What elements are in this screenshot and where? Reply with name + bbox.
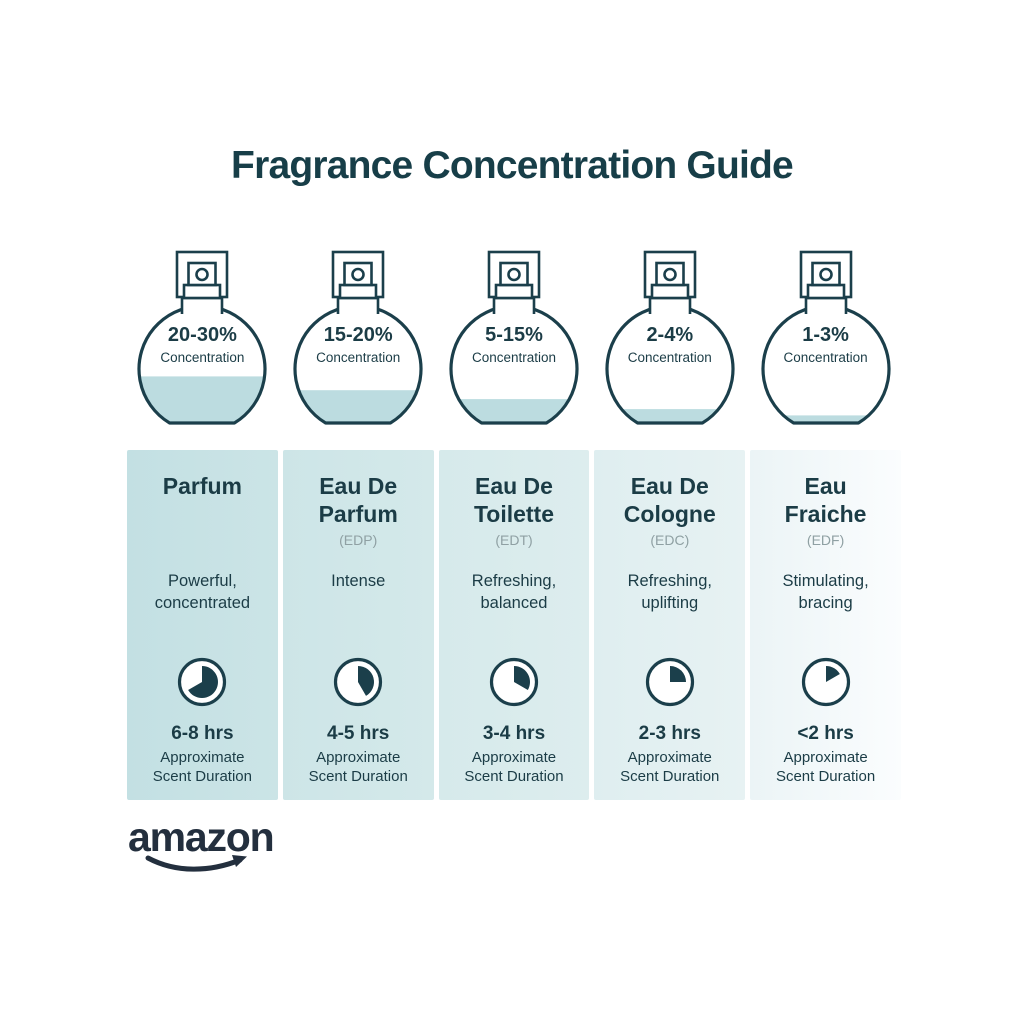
- bottle-group: 1-3% Concentration: [750, 250, 901, 435]
- fragrance-description: Stimulating, bracing: [782, 572, 869, 612]
- bottle-fill: [450, 399, 577, 424]
- fragrance-column-eau-de-cologne: Eau De Cologne (EDC) Refreshing, uplifti…: [594, 450, 746, 800]
- concentration-range: 20-30%: [167, 324, 237, 346]
- bottle-fill: [139, 376, 266, 424]
- bottle-group: 15-20% Concentration: [283, 250, 434, 435]
- perfume-bottle-icon: [293, 250, 423, 425]
- duration-value: 3-4 hrs: [482, 723, 546, 744]
- clock-wedge: [669, 666, 686, 682]
- amazon-logo: amazon: [128, 816, 288, 878]
- clock-wedge: [513, 666, 530, 690]
- fragrance-name: Eau De Parfum: [318, 473, 398, 527]
- perfume-bottle-icon: [449, 250, 579, 425]
- duration-value: 2-3 hrs: [638, 723, 701, 744]
- clock-wedge: [825, 666, 840, 682]
- amazon-smile-icon: [145, 855, 247, 872]
- bottle-group: 5-15% Concentration: [439, 250, 590, 435]
- fragrance-name: Eau De Toilette: [473, 473, 555, 527]
- concentration-range: 15-20%: [323, 324, 393, 346]
- duration-sublabel: Approximate Scent Duration: [620, 749, 720, 785]
- bottles-row: 20-30% Concentration 15-20% Concentratio…: [127, 250, 901, 435]
- perfume-bottle-icon: [137, 250, 267, 425]
- bottle-fill: [606, 409, 733, 424]
- fragrance-description: Intense: [331, 572, 386, 590]
- concentration-label: Concentration: [471, 350, 557, 365]
- fragrance-name: Eau Fraiche: [784, 473, 867, 527]
- page-title: Fragrance Concentration Guide: [231, 144, 794, 187]
- duration-sublabel: Approximate Scent Duration: [308, 749, 408, 785]
- fragrance-column-eau-de-parfum: Eau De Parfum (EDP) Intense 4-5 hrs Appr…: [282, 450, 434, 800]
- duration-value: 6-8 hrs: [171, 723, 234, 744]
- fragrance-description: Refreshing, uplifting: [627, 572, 712, 612]
- concentration-range: 1-3%: [802, 324, 849, 346]
- fragrance-column-parfum: Parfum Powerful, concentrated 6-8 hrs Ap…: [127, 450, 278, 800]
- perfume-bottle-icon: [760, 250, 891, 425]
- clock-wedge: [188, 666, 219, 698]
- amazon-logo-text: amazon: [128, 814, 275, 860]
- duration-value: 4-5 hrs: [327, 723, 390, 744]
- bottle-group: 2-4% Concentration: [594, 250, 745, 435]
- concentration-label: Concentration: [627, 350, 712, 365]
- clock-icon: [334, 657, 383, 707]
- fragrance-abbr: (EDP): [339, 532, 378, 548]
- duration-sublabel: Approximate Scent Duration: [152, 749, 252, 785]
- fragrance-description: Powerful, concentrated: [154, 572, 251, 612]
- concentration-label: Concentration: [783, 350, 868, 365]
- clock-icon: [801, 657, 850, 707]
- fragrance-name: Eau De Cologne: [623, 473, 716, 527]
- clock-icon: [489, 657, 539, 707]
- bottle-fill: [295, 390, 422, 424]
- concentration-label: Concentration: [316, 350, 401, 365]
- concentration-range: 5-15%: [485, 324, 543, 346]
- concentration-range: 2-4%: [646, 324, 694, 346]
- clock-icon: [178, 657, 227, 707]
- fragrance-column-eau-de-toilette: Eau De Toilette (EDT) Refreshing, balanc…: [438, 450, 590, 800]
- duration-value: <2 hrs: [797, 723, 854, 744]
- bottle-group: 20-30% Concentration: [127, 250, 278, 435]
- fragrance-column-eau-fraiche: Eau Fraiche (EDF) Stimulating, bracing <…: [750, 450, 901, 800]
- bottle-fill: [762, 415, 889, 424]
- duration-sublabel: Approximate Scent Duration: [775, 749, 876, 785]
- clock-wedge: [358, 666, 375, 696]
- fragrance-description: Refreshing, balanced: [471, 572, 557, 612]
- fragrance-abbr: (EDC): [650, 532, 690, 548]
- concentration-label: Concentration: [160, 350, 245, 365]
- fragrance-abbr: (EDF): [806, 532, 845, 548]
- fragrance-abbr: (EDT): [495, 532, 533, 548]
- perfume-bottle-icon: [605, 250, 735, 425]
- columns-row: Parfum Powerful, concentrated 6-8 hrs Ap…: [127, 450, 901, 800]
- fragrance-name: Parfum: [162, 473, 243, 499]
- duration-sublabel: Approximate Scent Duration: [464, 749, 564, 785]
- clock-icon: [645, 657, 694, 707]
